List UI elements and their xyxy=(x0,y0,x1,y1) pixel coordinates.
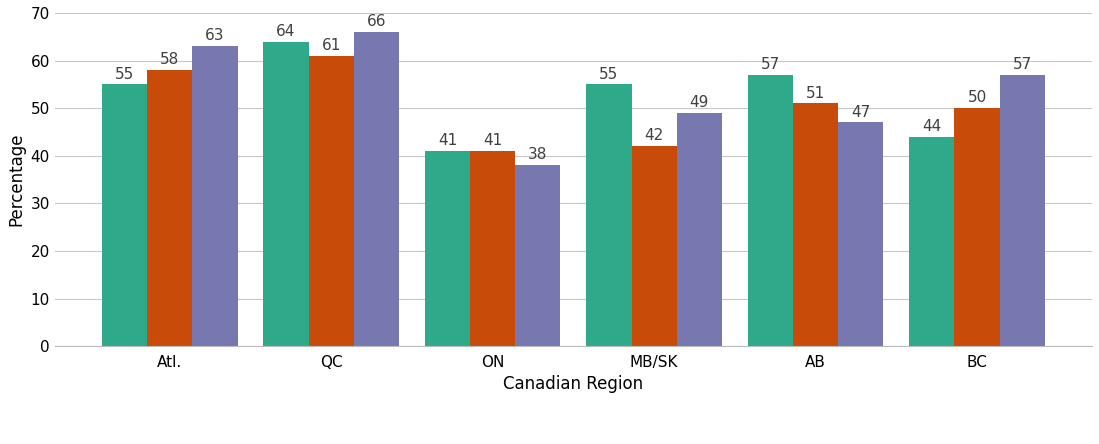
Text: 55: 55 xyxy=(599,67,619,82)
Text: 58: 58 xyxy=(160,52,179,67)
Bar xyxy=(102,84,147,346)
Bar xyxy=(425,151,470,346)
Bar xyxy=(147,70,192,346)
Bar xyxy=(354,32,399,346)
Text: 57: 57 xyxy=(761,57,780,72)
Bar xyxy=(793,103,839,346)
Bar xyxy=(309,56,354,346)
Bar xyxy=(515,165,560,346)
X-axis label: Canadian Region: Canadian Region xyxy=(503,375,643,393)
Text: 38: 38 xyxy=(529,147,547,163)
Text: 57: 57 xyxy=(1012,57,1032,72)
Text: 42: 42 xyxy=(644,128,664,143)
Text: 41: 41 xyxy=(437,133,457,148)
Text: 66: 66 xyxy=(367,14,386,29)
Bar xyxy=(586,84,632,346)
Text: 49: 49 xyxy=(690,95,709,110)
Y-axis label: Percentage: Percentage xyxy=(7,133,25,226)
Text: 51: 51 xyxy=(806,86,825,101)
Text: 64: 64 xyxy=(276,24,296,39)
Text: 47: 47 xyxy=(852,105,870,119)
Text: 50: 50 xyxy=(967,90,987,105)
Bar xyxy=(839,123,884,346)
Bar xyxy=(470,151,515,346)
Bar xyxy=(954,108,1000,346)
Bar xyxy=(1000,75,1045,346)
Text: 41: 41 xyxy=(484,133,502,148)
Text: 55: 55 xyxy=(115,67,134,82)
Text: 61: 61 xyxy=(322,38,341,53)
Bar xyxy=(747,75,793,346)
Text: 63: 63 xyxy=(206,28,224,44)
Text: 44: 44 xyxy=(922,119,942,134)
Bar xyxy=(632,146,677,346)
Bar xyxy=(909,137,954,346)
Bar xyxy=(264,42,309,346)
Bar xyxy=(192,46,237,346)
Bar xyxy=(677,113,722,346)
